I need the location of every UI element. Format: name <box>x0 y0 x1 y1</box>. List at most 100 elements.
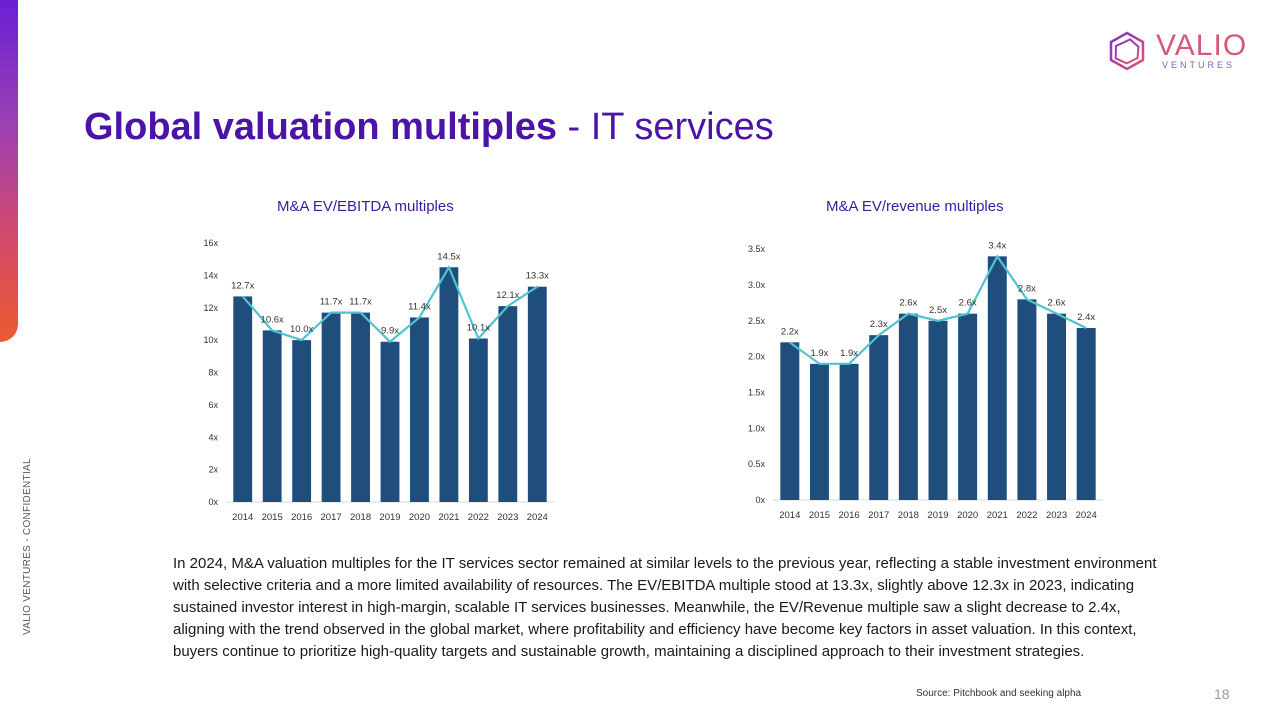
x-tick-label: 2018 <box>898 510 919 521</box>
data-label: 10.0x <box>290 324 313 335</box>
x-tick-label: 2019 <box>379 512 400 523</box>
y-tick-label: 2.0x <box>748 352 766 362</box>
data-label: 14.5x <box>437 251 460 262</box>
bar <box>321 312 341 502</box>
x-tick-label: 2021 <box>438 512 459 523</box>
x-tick-label: 2019 <box>927 510 948 521</box>
bar <box>780 342 800 500</box>
x-tick-label: 2015 <box>262 512 283 523</box>
bar <box>410 317 429 502</box>
bar <box>809 363 829 500</box>
bar <box>527 286 547 502</box>
y-tick-label: 2.5x <box>748 316 766 326</box>
logo-tagline: VENTURES <box>1162 60 1236 70</box>
bar <box>498 306 518 502</box>
y-tick-label: 8x <box>208 368 218 378</box>
bar <box>839 363 859 500</box>
data-label: 1.9x <box>840 348 858 359</box>
valio-logo: VALIO VENTURES <box>1106 30 1246 74</box>
trend-line <box>789 254 1087 365</box>
x-tick-label: 2014 <box>779 510 800 521</box>
page-number: 18 <box>1214 686 1230 702</box>
x-tick-label: 2016 <box>839 510 860 521</box>
revenue-chart: 0x 0.5x 1.0x 1.5x 2.0x 2.5x 3.0x 3.5x 2014 2015 20… <box>748 240 1103 521</box>
bar <box>1047 313 1067 500</box>
x-tick-label: 2020 <box>957 510 978 521</box>
y-tick-label: 4x <box>208 432 218 442</box>
x-tick-label: 2022 <box>468 512 489 523</box>
bar <box>869 335 889 500</box>
data-label: 9.9x <box>381 326 399 337</box>
confidential-label: VALIO VENTURES - CONFIDENTIAL <box>22 458 33 635</box>
bar <box>233 296 253 502</box>
data-label: 3.4x <box>988 240 1006 251</box>
y-tick-label: 6x <box>208 400 218 410</box>
data-label: 2.2x <box>781 326 799 337</box>
y-tick-label: 12x <box>203 303 218 313</box>
x-tick-label: 2024 <box>1076 510 1097 521</box>
bar <box>1017 299 1037 500</box>
y-tick-label: 0x <box>208 497 218 507</box>
bar <box>1076 328 1096 500</box>
bar <box>928 320 948 500</box>
y-tick-label: 0.5x <box>748 459 766 469</box>
bar <box>292 340 312 502</box>
x-tick-label: 2016 <box>291 512 312 523</box>
y-tick-label: 2x <box>208 465 218 475</box>
trend-line <box>241 264 538 344</box>
bar <box>351 312 370 502</box>
accent-bar <box>0 0 18 342</box>
bar <box>987 256 1007 500</box>
y-tick-label: 3.0x <box>748 280 766 290</box>
data-label: 2.3x <box>870 319 888 330</box>
data-label: 2.6x <box>899 298 917 309</box>
x-tick-label: 2014 <box>232 512 253 523</box>
ebitda-chart: 0x 2x 4x 6x 8x 10x 12x 14x 16x 2014 2015 2016 2017 20… <box>203 238 554 523</box>
title-rest: - IT services <box>556 106 774 148</box>
x-tick-label: 2023 <box>497 512 518 523</box>
data-label: 2.6x <box>1048 298 1066 309</box>
data-label: 10.6x <box>261 314 284 325</box>
x-tick-label: 2017 <box>321 512 342 523</box>
x-tick-label: 2024 <box>527 512 548 523</box>
data-label: 12.1x <box>496 290 519 301</box>
y-tick-label: 10x <box>203 335 218 345</box>
data-label: 2.8x <box>1018 283 1036 294</box>
x-tick-label: 2020 <box>409 512 430 523</box>
x-tick-label: 2018 <box>350 512 371 523</box>
y-tick-label: 3.5x <box>748 244 766 254</box>
x-tick-label: 2021 <box>987 510 1008 521</box>
data-label: 13.3x <box>526 271 549 282</box>
x-tick-label: 2022 <box>1016 510 1037 521</box>
data-label: 11.7x <box>320 297 343 308</box>
bar <box>468 338 488 502</box>
bar <box>898 313 918 500</box>
y-tick-label: 1.0x <box>748 423 766 433</box>
bar <box>439 267 459 502</box>
bar <box>262 330 282 502</box>
title-bold: Global valuation multiples <box>84 106 557 148</box>
data-label: 11.7x <box>349 297 372 308</box>
page-title: Global valuation multiples - IT services <box>84 104 774 150</box>
data-label: 12.7x <box>231 280 254 291</box>
y-tick-label: 1.5x <box>748 388 766 398</box>
ebitda-chart-title: M&A EV/EBITDA multiples <box>277 198 454 215</box>
revenue-chart-title: M&A EV/revenue multiples <box>826 198 1004 215</box>
y-tick-label: 0x <box>755 495 765 505</box>
data-label: 2.6x <box>959 298 977 309</box>
data-label: 2.4x <box>1077 312 1095 323</box>
x-tick-label: 2017 <box>868 510 889 521</box>
data-label: 10.1x <box>467 323 490 334</box>
body-paragraph: In 2024, M&A valuation multiples for the… <box>173 555 1157 660</box>
data-label: 11.4x <box>408 301 431 312</box>
bar <box>958 313 978 500</box>
data-label: 2.5x <box>929 305 947 316</box>
bar <box>380 341 400 502</box>
y-tick-label: 14x <box>203 270 218 280</box>
hexagon-logo-icon <box>1109 31 1145 71</box>
data-label: 1.9x <box>810 348 828 359</box>
y-tick-label: 16x <box>203 238 218 248</box>
logo-wordmark: VALIO <box>1156 29 1248 62</box>
x-tick-label: 2015 <box>809 510 830 521</box>
x-tick-label: 2023 <box>1046 510 1067 521</box>
